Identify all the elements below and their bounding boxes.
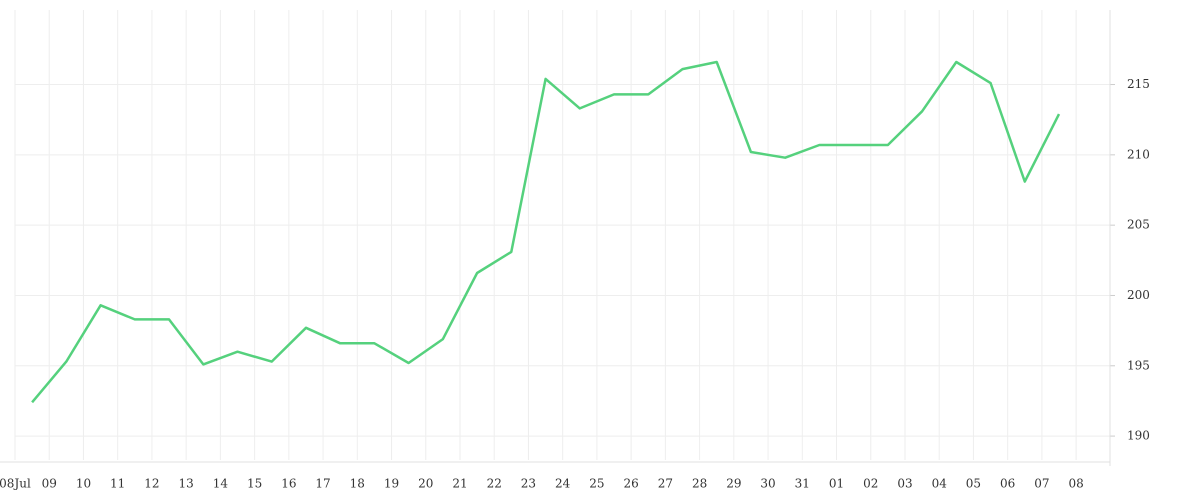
- x-tick-label: 07: [1034, 477, 1049, 491]
- x-tick-label: 15: [247, 477, 262, 491]
- x-tick-label: 31: [795, 477, 810, 491]
- x-tick-label: 22: [487, 477, 502, 491]
- x-tick-label: 03: [897, 477, 912, 491]
- x-tick-label: 04: [932, 477, 948, 491]
- x-tick-label: 26: [623, 477, 638, 491]
- x-tick-label: 16: [281, 477, 296, 491]
- x-tick-label: 08: [1068, 477, 1083, 491]
- x-tick-label: 24: [555, 477, 571, 491]
- x-tick-label: 19: [384, 477, 399, 491]
- y-tick-label: 195: [1127, 358, 1150, 372]
- x-tick-label: 05: [966, 477, 981, 491]
- x-tick-label: 01: [829, 477, 844, 491]
- x-tick-label: 18: [350, 477, 365, 491]
- x-tick-label: 17: [315, 477, 330, 491]
- y-tick-label: 210: [1127, 147, 1150, 161]
- x-tick-label: 14: [213, 477, 229, 491]
- x-tick-label: 25: [589, 477, 604, 491]
- x-tick-label: 06: [1000, 477, 1015, 491]
- x-tick-label: 12: [144, 477, 159, 491]
- x-tick-label: 29: [726, 477, 741, 491]
- x-tick-label: 02: [863, 477, 878, 491]
- x-tick-label: 09: [42, 477, 57, 491]
- x-tick-label: 10: [76, 477, 91, 491]
- x-tick-label: 11: [110, 477, 125, 491]
- x-tick-label: 08Jul: [0, 477, 31, 491]
- x-tick-label: 27: [658, 477, 673, 491]
- y-tick-label: 200: [1127, 288, 1150, 302]
- x-tick-label: 20: [418, 477, 433, 491]
- line-series: [31, 60, 1061, 404]
- y-tick-label: 205: [1127, 218, 1150, 232]
- x-tick-label: 13: [179, 477, 194, 491]
- y-tick-label: 190: [1127, 429, 1150, 443]
- x-tick-label: 21: [452, 477, 467, 491]
- x-tick-label: 30: [760, 477, 775, 491]
- y-tick-label: 215: [1127, 77, 1150, 91]
- x-tick-label: 23: [521, 477, 536, 491]
- x-tick-label: 28: [692, 477, 707, 491]
